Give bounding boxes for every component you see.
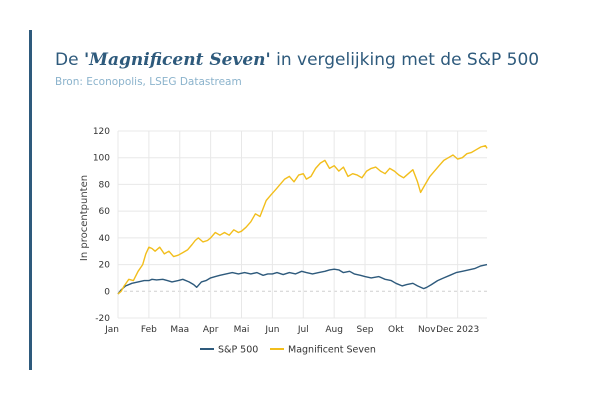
x-tick-label: Jul [297, 325, 309, 335]
grid-layer [117, 130, 487, 319]
legend-item-sp500: S&P 500 [200, 345, 258, 356]
x-tick-label: Jan [104, 325, 119, 335]
x-tick-label: Dec 2023 [436, 325, 479, 335]
title-suffix: in vergelijking met de S&P 500 [270, 50, 540, 70]
legend-label: S&P 500 [218, 345, 258, 356]
y-tick-label: 80 [99, 180, 111, 190]
legend: S&P 500 Magnificent Seven [200, 345, 376, 356]
series-layer [117, 144, 488, 295]
x-tick-label: Maa [170, 325, 189, 335]
series-line-sp500 [117, 263, 488, 295]
y-tick-label: 20 [99, 261, 111, 271]
y-axis-title: In procentpunten [79, 175, 90, 261]
y-tick-label: 100 [93, 154, 110, 164]
x-tick-label: Feb [141, 325, 157, 335]
x-tick-label: Sep [357, 325, 374, 335]
x-tick-label: Okt [388, 325, 404, 335]
x-tick-label: Mai [234, 325, 250, 335]
y-tick-label: 40 [99, 234, 111, 244]
accent-bar [29, 30, 32, 370]
y-tick-label: 60 [99, 207, 111, 217]
axis-layer: -20 0 20 40 60 80 100 120 Jan Feb Maa Apr Mai Jun Jul A… [93, 127, 479, 335]
y-tick-label: -20 [95, 314, 110, 324]
x-tick-label: Jun [264, 325, 279, 335]
chart-source: Bron: Econopolis, LSEG Datastream [55, 76, 242, 88]
legend-label: Magnificent Seven [288, 345, 376, 356]
y-tick-label: 0 [104, 287, 110, 297]
title-prefix: De [55, 50, 84, 70]
chart-title: De 'Magnificent Seven' in vergelijking m… [55, 50, 539, 70]
y-tick-label: 120 [93, 127, 110, 137]
x-tick-label: Aug [325, 325, 343, 335]
title-emphasis: 'Magnificent Seven' [83, 50, 271, 70]
x-tick-label: Apr [203, 325, 219, 335]
series-line-mag7 [117, 144, 488, 295]
legend-item-mag7: Magnificent Seven [270, 345, 376, 356]
x-tick-label: Nov [418, 325, 436, 335]
